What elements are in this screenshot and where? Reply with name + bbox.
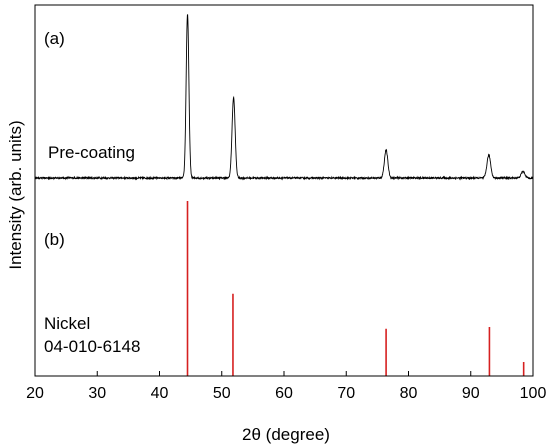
- panel-b-reference-name: Nickel: [44, 314, 90, 333]
- panel-a-trace-group: [34, 14, 534, 181]
- x-tick-label: 60: [275, 385, 293, 402]
- x-tick-label: 70: [337, 385, 355, 402]
- x-tick-label: 40: [151, 385, 169, 402]
- y-axis-label: Intensity (arb. units): [6, 120, 25, 269]
- x-tick-label: 20: [26, 385, 44, 402]
- x-tick-label: 100: [520, 385, 547, 402]
- pre-coating-trace: [34, 14, 534, 181]
- x-tick-label: 30: [88, 385, 106, 402]
- x-tick-label: 50: [213, 385, 231, 402]
- panel-b-reference-code: 04-010-6148: [44, 337, 140, 356]
- plot-frame: [34, 4, 534, 377]
- panel-a-label: (a): [44, 29, 65, 48]
- x-axis-label: 2θ (degree): [242, 425, 330, 444]
- x-axis-ticks: 20 30 40 50 60 70 80 90 100: [26, 371, 546, 402]
- panel-b-label: (b): [44, 230, 65, 249]
- x-tick-label: 90: [462, 385, 480, 402]
- panel-b-sticks-group: [186, 201, 525, 376]
- panel-a-series-label: Pre-coating: [48, 143, 135, 162]
- x-tick-label: 80: [400, 385, 418, 402]
